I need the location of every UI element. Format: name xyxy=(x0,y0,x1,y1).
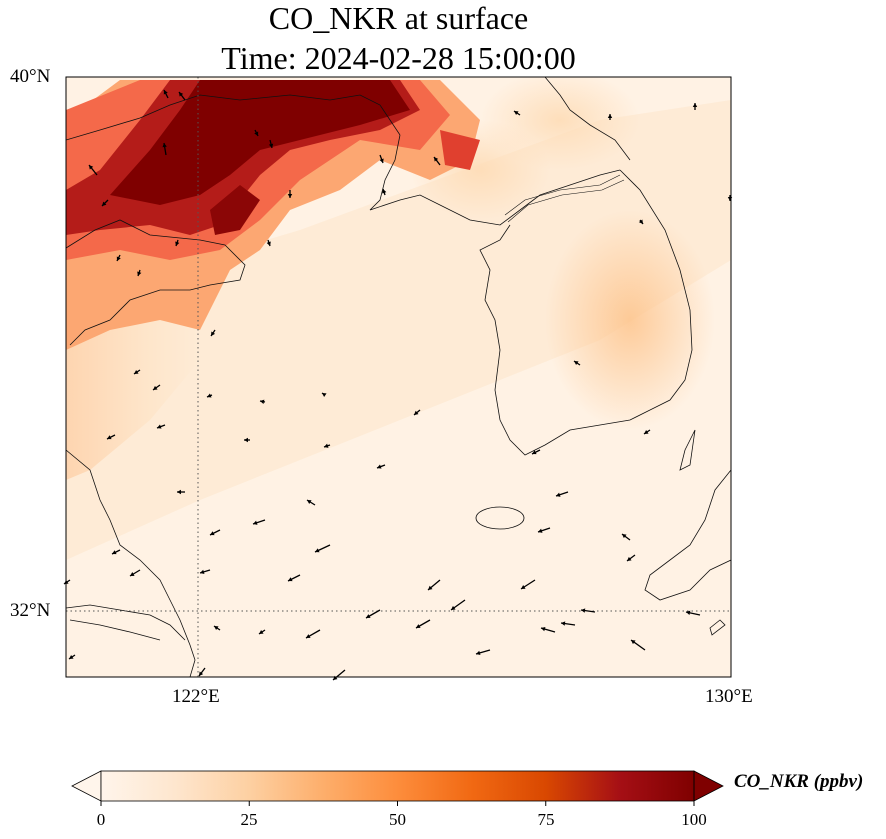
colorbar-gradient xyxy=(101,771,694,801)
wind-arrow-head xyxy=(607,114,613,118)
wind-arrow-head xyxy=(102,201,107,206)
wind-arrow-head xyxy=(199,671,204,676)
wind-arrow-head xyxy=(211,331,216,336)
wind-arrow-head xyxy=(268,143,274,148)
colorbar-extend-min xyxy=(71,770,102,802)
colorbar-tick-25: 25 xyxy=(240,810,258,829)
colorbar-tick-100: 100 xyxy=(681,810,707,829)
map-frame xyxy=(65,76,732,678)
wind-arrow-head xyxy=(377,464,382,469)
wind-arrow-head xyxy=(153,385,158,390)
wind-arrow-head xyxy=(112,550,117,555)
wind-arrow-head xyxy=(137,271,142,276)
wind-arrow-head xyxy=(288,577,293,582)
wind-arrow-head xyxy=(627,556,632,561)
colorbar-extend-max xyxy=(693,770,724,802)
wind-arrow-head xyxy=(175,241,180,246)
wind-arrow-head xyxy=(179,92,184,97)
coastlines xyxy=(66,77,731,677)
colorbar-tick-50: 50 xyxy=(389,810,406,829)
wind-arrow-head xyxy=(163,90,168,95)
colorbar-tick-0: 0 xyxy=(96,810,106,829)
wind-arrow-head xyxy=(315,548,320,553)
wind-arrow-head xyxy=(306,634,311,638)
wind-arrow-head xyxy=(416,624,421,628)
wind-arrow-head xyxy=(382,189,387,194)
wind-arrow-head xyxy=(89,165,94,170)
wind-arrow-head xyxy=(561,621,566,626)
wind-arrow-head xyxy=(259,629,264,634)
wind-arrow-head xyxy=(574,361,579,366)
wind-arrow-head xyxy=(644,429,649,434)
title-line-1: CO_NKR at surface xyxy=(268,0,529,36)
wind-arrow-head xyxy=(428,585,433,590)
wind-arrow-head xyxy=(333,675,338,680)
wind-arrow-head xyxy=(177,489,181,495)
wind-arrow-head xyxy=(266,241,271,246)
lon-tick-122: 122°E xyxy=(172,686,220,707)
lon-tick-130: 130°E xyxy=(705,686,753,707)
lat-tick-32: 32°N xyxy=(10,600,51,621)
wind-arrow-head xyxy=(556,492,561,497)
wind-arrow-head xyxy=(451,605,456,610)
concentration-field xyxy=(66,77,731,677)
wind-arrow-head xyxy=(541,626,546,632)
wind-arrow-head xyxy=(581,608,586,613)
lat-tick-40: 40°N xyxy=(10,66,51,87)
wind-arrow-head xyxy=(307,500,312,504)
wind-arrow-head xyxy=(244,437,248,443)
colorbar-tick-75: 75 xyxy=(537,810,555,829)
wind-arrow-head xyxy=(134,369,139,374)
wind-arrow-head xyxy=(162,143,167,148)
wind-arrow-head xyxy=(414,410,419,415)
wind-arrow-head xyxy=(69,654,74,659)
wind-arrow-head xyxy=(532,450,537,455)
wind-arrow-head xyxy=(322,393,327,398)
wind-arrow-head xyxy=(521,584,526,589)
wind-arrow-head xyxy=(324,443,329,448)
wind-arrow-head xyxy=(434,157,439,162)
wind-arrow-head xyxy=(260,399,265,404)
wind-arrow-head xyxy=(514,111,519,116)
wind-arrow-head xyxy=(638,219,643,224)
wind-arrow-head xyxy=(379,158,384,163)
wind-vectors xyxy=(63,89,733,681)
gridlines xyxy=(66,77,731,677)
wind-arrow-head xyxy=(214,626,219,631)
wind-arrow-head xyxy=(107,435,112,440)
wind-arrow-head xyxy=(622,534,627,539)
wind-arrow-head xyxy=(157,424,162,429)
wind-arrow-head xyxy=(200,569,205,574)
wind-arrow-head xyxy=(686,610,691,615)
wind-arrow-head xyxy=(631,640,636,645)
wind-arrow-head xyxy=(287,194,293,198)
wind-arrow-head xyxy=(254,131,259,136)
wind-arrow-head xyxy=(130,572,135,576)
wind-arrow-head xyxy=(366,614,371,618)
wind-arrow-head xyxy=(692,103,698,107)
wind-arrow-head xyxy=(476,650,481,656)
wind-arrow-head xyxy=(210,531,215,536)
wind-arrow-head xyxy=(207,393,212,398)
colorbar xyxy=(71,770,724,806)
wind-arrow-head xyxy=(253,520,258,525)
wind-arrow-head xyxy=(538,528,543,533)
colorbar-label: CO_NKR (ppbv) xyxy=(734,771,864,792)
wind-arrow-head xyxy=(116,256,121,261)
title-line-2: Time: 2024-02-28 15:00:00 xyxy=(221,40,576,76)
